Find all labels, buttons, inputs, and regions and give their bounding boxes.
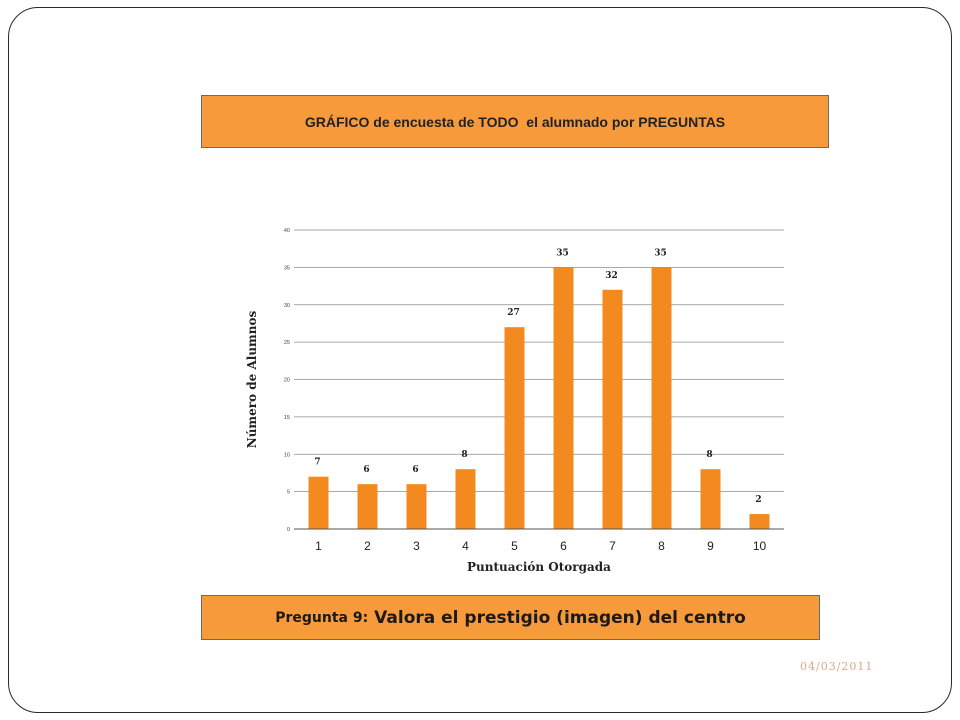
data-label-7: 32 <box>605 271 618 281</box>
x-tick-label-8: 8 <box>658 539 665 553</box>
y-tick-label: 0 <box>287 527 290 533</box>
question-text: Valora el prestigio (imagen) del centro <box>374 607 746 628</box>
x-tick-label-6: 6 <box>560 539 567 553</box>
data-label-3: 6 <box>412 465 418 475</box>
x-tick-label-4: 4 <box>462 539 469 553</box>
y-tick-label: 10 <box>284 452 290 458</box>
x-tick-label-3: 3 <box>413 539 420 553</box>
chart-bars <box>308 267 770 529</box>
x-tick-labels: 1 2 3 4 5 6 7 8 9 10 <box>315 539 766 553</box>
y-tick-label: 15 <box>284 415 290 421</box>
y-tick-label: 40 <box>284 228 290 234</box>
chart-data-labels: 7 6 6 8 27 35 32 35 8 2 <box>314 248 761 505</box>
bar-2 <box>357 484 378 529</box>
question-box: Pregunta 9: Valora el prestigio (imagen)… <box>201 595 820 640</box>
x-tick-label-7: 7 <box>609 539 616 553</box>
chart-header-title: GRÁFICO de encuesta de TODO el alumnado … <box>304 113 726 130</box>
data-label-9: 8 <box>706 450 712 460</box>
bar-8 <box>651 267 672 529</box>
data-label-8: 35 <box>654 248 667 258</box>
x-tick-label-10: 10 <box>753 539 767 553</box>
bar-1 <box>308 476 329 529</box>
bar-6 <box>553 267 574 529</box>
data-label-10: 2 <box>755 495 761 505</box>
bar-9 <box>700 469 721 529</box>
data-label-4: 8 <box>461 450 467 460</box>
bar-3 <box>406 484 427 529</box>
bar-4 <box>455 469 476 529</box>
data-label-6: 35 <box>556 248 569 258</box>
y-tick-label: 25 <box>284 340 290 346</box>
y-tick-labels: 0 5 10 15 20 25 30 35 40 <box>284 228 290 533</box>
data-label-1: 7 <box>314 458 320 468</box>
slide-date: 04/03/2011 <box>800 660 874 673</box>
bar-10 <box>749 514 770 529</box>
chart-header-box: GRÁFICO de encuesta de TODO el alumnado … <box>201 95 829 148</box>
bar-5 <box>504 327 525 529</box>
question-number: Pregunta 9: <box>275 609 369 626</box>
y-tick-label: 5 <box>287 490 290 496</box>
data-label-5: 27 <box>507 308 520 318</box>
y-axis-title: Número de Alumnos <box>245 311 259 449</box>
y-tick-label: 30 <box>284 303 290 309</box>
x-tick-label-5: 5 <box>511 539 518 553</box>
data-label-2: 6 <box>363 465 369 475</box>
bar-7 <box>602 289 623 529</box>
x-tick-label-9: 9 <box>707 539 714 553</box>
x-axis-title: Puntuación Otorgada <box>467 560 611 574</box>
x-tick-label-2: 2 <box>364 539 371 553</box>
y-tick-label: 20 <box>284 378 290 384</box>
y-tick-label: 35 <box>284 265 290 271</box>
x-tick-label-1: 1 <box>315 539 322 553</box>
